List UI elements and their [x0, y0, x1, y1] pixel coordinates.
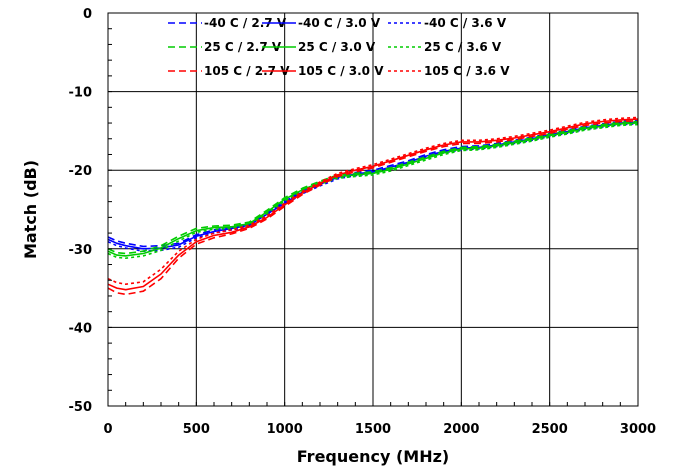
legend-label: 25 C / 3.6 V: [424, 40, 502, 54]
series-line-4: [107, 122, 639, 257]
y-tick-label: -50: [69, 400, 93, 415]
legend-label: -40 C / 3.0 V: [298, 16, 381, 30]
legend-label: 105 C / 3.6 V: [424, 64, 510, 78]
y-tick-label: -20: [69, 164, 93, 179]
y-tick-label: -30: [69, 243, 93, 258]
y-tick-label: -40: [69, 321, 93, 336]
x-tick-label: 500: [183, 422, 210, 437]
x-tick-label: 1500: [355, 422, 391, 437]
x-axis-ticks: 0 500 1000 1500 2000 2500 3000: [103, 402, 656, 437]
y-axis-title: Match (dB): [21, 160, 40, 259]
legend-label: -40 C / 2.7 V: [204, 16, 287, 30]
legend-label: -40 C / 3.6 V: [424, 16, 507, 30]
x-tick-label: 0: [103, 422, 112, 437]
series-lines: [107, 116, 639, 296]
legend-label: 25 C / 3.0 V: [298, 40, 376, 54]
x-tick-label: 2000: [443, 422, 479, 437]
series-line-5: [107, 123, 639, 260]
series-line-8: [107, 116, 639, 286]
x-axis-title: Frequency (MHz): [297, 447, 449, 466]
y-axis-ticks: 0 -10 -20 -30 -40 -50: [69, 7, 112, 415]
legend-label: 105 C / 2.7 V: [204, 64, 290, 78]
series-line-7: [107, 118, 639, 291]
legend: -40 C / 2.7 V -40 C / 3.0 V -40 C / 3.6 V 2…: [168, 16, 510, 78]
legend-label: 105 C / 3.0 V: [298, 64, 384, 78]
x-tick-label: 3000: [620, 422, 656, 437]
y-tick-label: 0: [83, 7, 92, 22]
x-tick-label: 2500: [532, 422, 568, 437]
legend-label: 25 C / 2.7 V: [204, 40, 282, 54]
series-line-6: [107, 119, 639, 296]
x-tick-label: 1000: [267, 422, 303, 437]
series-line-3: [107, 120, 639, 255]
y-tick-label: -10: [69, 86, 93, 101]
